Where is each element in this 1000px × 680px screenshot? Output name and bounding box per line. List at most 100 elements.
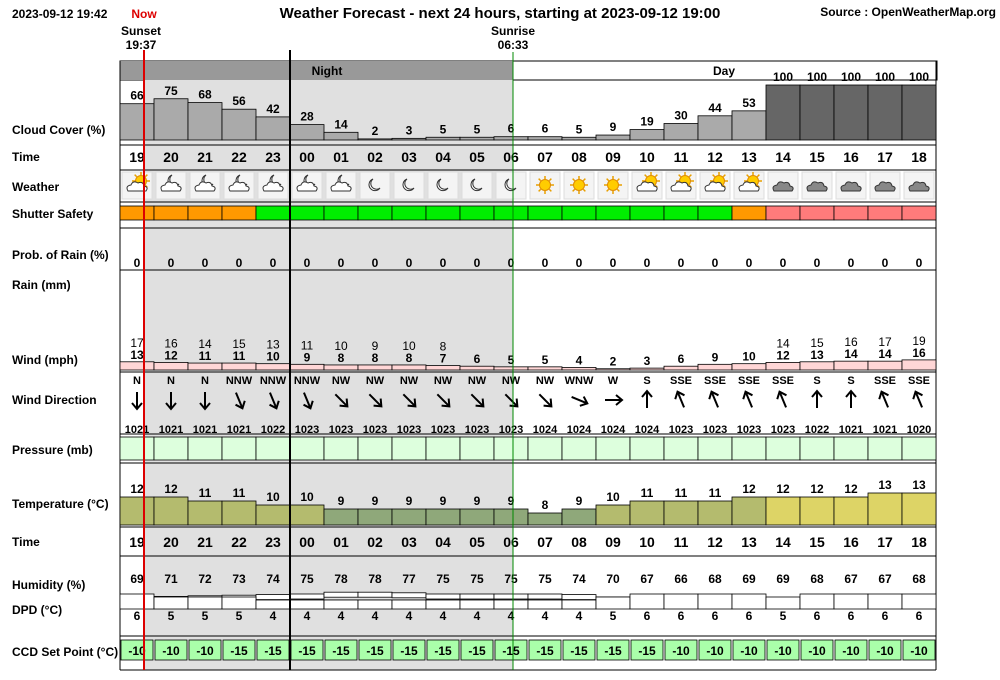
pressure-value: 1023 [771, 424, 795, 436]
arrow-shaft [334, 393, 348, 407]
arrow-shaft [235, 392, 243, 408]
dpd-value: 5 [780, 609, 787, 623]
cloud-shape [806, 181, 828, 192]
cloud-shape [296, 181, 318, 192]
dpd-bar [255, 599, 291, 610]
time-label-bottom: 16 [843, 534, 859, 550]
humidity-value: 73 [232, 572, 246, 586]
pressure-bar [153, 436, 189, 461]
cloud-bar [731, 110, 767, 141]
humidity-bar [289, 593, 325, 600]
dpd-bar [799, 593, 835, 610]
dpd-bar [459, 599, 495, 610]
temperature-bar [527, 512, 563, 526]
wind-arrow-icon [470, 393, 485, 408]
rain-prob-value: 0 [236, 256, 243, 270]
wind-arrow-icon [845, 389, 857, 408]
humidity-value: 75 [470, 572, 484, 586]
wind-speed-value: 2 [610, 355, 617, 369]
cloud-value: 30 [674, 109, 688, 123]
wind-direction-label: SSE [772, 375, 794, 387]
pressure-bar [731, 436, 767, 461]
dpd-bar [357, 599, 393, 610]
pressure-value: 1022 [261, 424, 285, 436]
wind-bar [255, 363, 291, 371]
wind-direction-label: SSE [874, 375, 896, 387]
arrow-shaft [711, 392, 719, 408]
temperature-value: 9 [576, 494, 583, 508]
cloud-shape [908, 181, 930, 192]
pressure-value: 1023 [465, 424, 489, 436]
sun-ray [654, 174, 658, 178]
temperature-value: 12 [844, 482, 858, 496]
rain-prob-value: 0 [610, 256, 617, 270]
time-label-bottom: 05 [469, 534, 485, 550]
moon-icon [470, 178, 483, 192]
sun-ray [538, 188, 542, 192]
wind-speed-value: 5 [542, 353, 549, 367]
cloud-value: 100 [875, 70, 895, 84]
pressure-value: 1023 [703, 424, 727, 436]
arrow-head [131, 402, 143, 411]
cloud-shape [874, 181, 896, 192]
cloud-shape [126, 181, 148, 192]
temperature-bar [561, 508, 597, 526]
cloud-shape [738, 181, 760, 192]
temperature-value: 9 [338, 494, 345, 508]
cloud-moon-icon [194, 174, 216, 192]
weather-cell [427, 171, 459, 200]
sun-ray [582, 188, 586, 192]
sunrise-label: Sunrise [491, 24, 535, 38]
time-label-bottom: 19 [129, 534, 145, 550]
dpd-bar [187, 596, 223, 610]
cloud-bar [425, 136, 461, 141]
cloud-bar [561, 136, 597, 141]
pressure-bar [765, 436, 801, 461]
wind-arrow-icon [708, 390, 719, 408]
cloud-sun-icon [704, 172, 728, 192]
moon-shape [470, 178, 483, 192]
cloud-value: 6 [542, 122, 549, 136]
humidity-bar [357, 591, 393, 598]
ccd-cell [596, 639, 630, 661]
dpd-value: 4 [372, 609, 379, 623]
shutter-cell [255, 205, 291, 221]
humidity-value: 78 [368, 572, 382, 586]
wind-bar [425, 365, 461, 371]
wind-speed-value: 12 [776, 348, 790, 362]
pressure-value: 1023 [431, 424, 455, 436]
arrow-shaft [269, 392, 277, 408]
shutter-cell [731, 205, 767, 221]
sunrise-time: 06:33 [498, 38, 529, 52]
time-label-bottom: 06 [503, 534, 519, 550]
wind-arrow-icon [641, 389, 653, 408]
wind-direction-label: NNW [294, 375, 321, 387]
pressure-bar [629, 436, 665, 461]
cloud-bar [153, 98, 189, 141]
shutter-cell [323, 205, 359, 221]
dpd-value: 6 [678, 609, 685, 623]
humidity-value: 68 [810, 572, 824, 586]
ccd-cell [698, 639, 732, 661]
rain-prob-value: 0 [270, 256, 277, 270]
label-time: Time [12, 150, 40, 164]
humidity-value: 68 [912, 572, 926, 586]
arrow-head [165, 402, 177, 411]
cloud-bar [391, 137, 427, 141]
arrow-shaft [303, 392, 311, 408]
time-label: 03 [401, 149, 417, 165]
wind-arrow-icon [131, 392, 143, 411]
temperature-value: 9 [440, 494, 447, 508]
moon-icon [402, 178, 415, 192]
time-label: 11 [674, 149, 689, 165]
time-label: 21 [197, 149, 213, 165]
temperature-bar [289, 504, 325, 526]
ccd-value: -10 [808, 644, 826, 658]
wind-bar [221, 362, 257, 371]
weather-cell [461, 171, 493, 200]
cloud-icon [806, 181, 828, 192]
moon-shape [436, 178, 449, 192]
ccd-cell [324, 639, 358, 661]
shutter-cell [459, 205, 495, 221]
humidity-value: 75 [436, 572, 450, 586]
